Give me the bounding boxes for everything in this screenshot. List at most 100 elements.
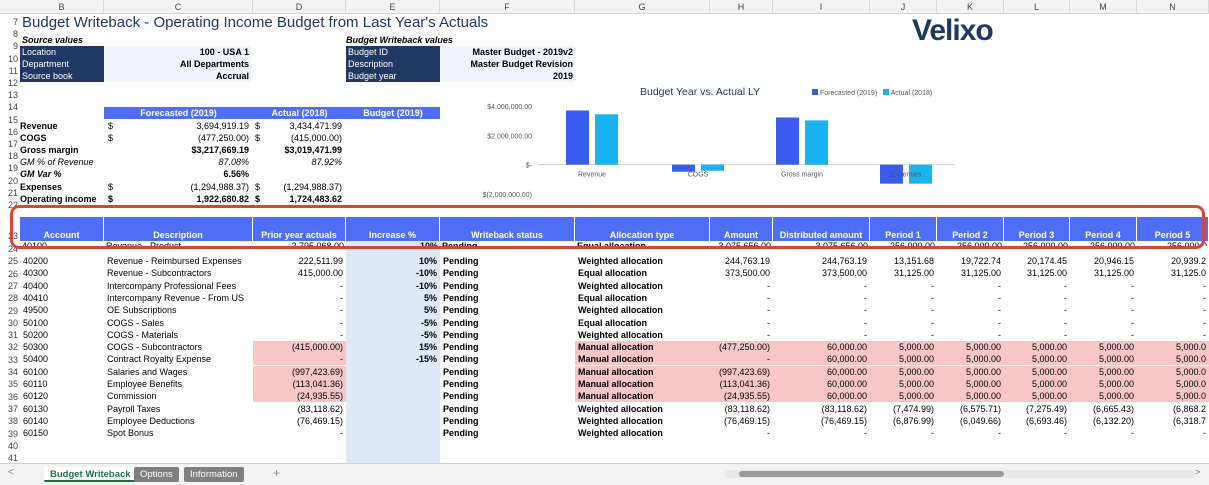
- source-value[interactable]: All Departments: [104, 58, 251, 71]
- table-cell-period-4[interactable]: 20,946.15: [1093, 256, 1134, 266]
- table-cell-allocation-type[interactable]: Weighted allocation: [578, 280, 663, 291]
- table-header-period-5[interactable]: Period 5: [1137, 217, 1208, 241]
- table-cell-period-5[interactable]: 20,939.2: [1170, 256, 1206, 266]
- table-cell-description[interactable]: Employee Deductions: [107, 415, 195, 426]
- table-cell-period-4[interactable]: 5,000.00: [1070, 390, 1137, 403]
- table-cell-prior-year-actuals[interactable]: -: [340, 305, 343, 316]
- table-cell-period-4[interactable]: 31,125.00: [1093, 268, 1134, 279]
- table-cell-period-4[interactable]: -: [1131, 329, 1134, 340]
- table-cell-writeback-status[interactable]: Pending: [443, 268, 479, 279]
- table-cell-description[interactable]: Revenue - Reimbursed Expenses: [107, 256, 242, 266]
- table-cell-period-4[interactable]: -: [1131, 317, 1134, 328]
- table-cell-amount[interactable]: -: [767, 280, 770, 291]
- column-header-m[interactable]: M: [1070, 0, 1137, 14]
- table-cell-distributed-amount[interactable]: (83,118.62): [821, 403, 867, 414]
- row-header-33[interactable]: 33: [7, 354, 18, 365]
- row-header-30[interactable]: 30: [7, 317, 18, 328]
- row-header-29[interactable]: 29: [7, 305, 18, 316]
- table-cell-period-2[interactable]: -: [998, 428, 1001, 439]
- table-cell-prior-year-actuals[interactable]: -: [340, 428, 343, 439]
- row-header-10[interactable]: 10: [7, 53, 18, 64]
- table-cell-prior-year-actuals[interactable]: (997,423.69): [253, 365, 346, 378]
- table-cell-period-2[interactable]: (6,575.71): [959, 403, 1001, 414]
- table-cell-period-3[interactable]: -: [1064, 428, 1067, 439]
- table-cell-distributed-amount[interactable]: 60,000.00: [773, 341, 870, 354]
- row-header-35[interactable]: 35: [7, 379, 18, 390]
- table-cell-period-5[interactable]: 5,000.0: [1137, 365, 1209, 378]
- column-header-h[interactable]: H: [710, 0, 773, 14]
- table-cell-period-2[interactable]: 5,000.00: [937, 390, 1004, 403]
- table-cell-distributed-amount[interactable]: -: [864, 428, 867, 439]
- table-cell-period-5[interactable]: 5,000.0: [1137, 390, 1209, 403]
- writeback-value[interactable]: Master Budget Revision: [440, 58, 575, 71]
- table-cell-writeback-status[interactable]: Pending: [443, 305, 479, 316]
- table-cell-period-3[interactable]: 5,000.00: [1004, 390, 1070, 403]
- row-header-39[interactable]: 39: [7, 428, 18, 439]
- table-cell-period-3[interactable]: (6,693.46): [1025, 415, 1067, 426]
- row-header-32[interactable]: 32: [7, 342, 18, 353]
- table-cell-period-3[interactable]: (7,275.49): [1025, 403, 1067, 414]
- table-cell-description[interactable]: COGS - Subcontractors: [107, 342, 203, 353]
- table-cell-account[interactable]: 60130: [23, 403, 49, 414]
- table-cell-period-4[interactable]: -: [1131, 428, 1134, 439]
- sheet-tab-information[interactable]: Information: [184, 467, 244, 482]
- table-cell-increase-[interactable]: -5%: [420, 329, 437, 340]
- table-cell-prior-year-actuals[interactable]: -: [340, 317, 343, 328]
- column-header-l[interactable]: L: [1004, 0, 1070, 14]
- table-cell-period-1[interactable]: 31,125.00: [893, 268, 934, 279]
- table-cell-period-2[interactable]: (6,049.66): [959, 415, 1001, 426]
- table-cell-period-3[interactable]: 20,174.45: [1026, 256, 1067, 266]
- row-header-21[interactable]: 21: [7, 187, 18, 198]
- table-header-increase-[interactable]: Increase %: [346, 217, 439, 241]
- table-cell-description[interactable]: Intercompany Revenue - From US: [107, 292, 245, 303]
- table-header-period-1[interactable]: Period 1: [870, 217, 936, 241]
- table-cell-period-5[interactable]: -: [1203, 428, 1206, 439]
- row-header-7[interactable]: 7: [12, 17, 18, 27]
- table-cell-amount[interactable]: -: [710, 353, 773, 366]
- row-header-12[interactable]: 12: [7, 78, 18, 88]
- table-cell-period-1[interactable]: 5,000.00: [870, 353, 937, 366]
- table-cell-account[interactable]: 49500: [23, 305, 49, 316]
- table-cell-amount[interactable]: (24,935.55): [710, 390, 773, 403]
- column-header-f[interactable]: F: [440, 0, 575, 14]
- table-cell-account[interactable]: 40200: [23, 256, 49, 266]
- table-cell-allocation-type[interactable]: Weighted allocation: [578, 256, 663, 266]
- table-cell-account[interactable]: 50200: [23, 329, 49, 340]
- table-cell-distributed-amount[interactable]: -: [864, 317, 867, 328]
- row-header-34[interactable]: 34: [7, 367, 18, 377]
- table-cell-amount[interactable]: (76,469.15): [723, 415, 770, 426]
- table-cell-increase-[interactable]: [346, 403, 440, 415]
- table-cell-amount[interactable]: (113,041.36): [710, 378, 773, 390]
- table-cell-allocation-type[interactable]: Manual allocation: [575, 341, 710, 354]
- table-cell-amount[interactable]: -: [767, 305, 770, 316]
- table-cell-increase-[interactable]: [346, 390, 440, 402]
- table-cell-period-3[interactable]: -: [1064, 329, 1067, 340]
- table-cell-period-5[interactable]: -: [1203, 329, 1206, 340]
- table-cell-period-2[interactable]: 19,722.74: [960, 256, 1001, 266]
- row-header-11[interactable]: 11: [8, 65, 18, 76]
- row-header-19[interactable]: 19: [7, 163, 18, 174]
- table-cell-prior-year-actuals[interactable]: -: [253, 353, 346, 366]
- column-header-n[interactable]: N: [1137, 0, 1209, 14]
- table-cell-account[interactable]: 60110: [23, 379, 48, 389]
- table-cell-distributed-amount[interactable]: -: [864, 329, 867, 340]
- table-cell-period-3[interactable]: 5,000.00: [1004, 353, 1070, 366]
- table-cell-increase-[interactable]: -15%: [415, 354, 437, 365]
- table-cell-writeback-status[interactable]: Pending: [443, 292, 479, 303]
- table-cell-prior-year-actuals[interactable]: 222,511.99: [298, 256, 343, 266]
- table-cell-period-2[interactable]: 5,000.00: [937, 353, 1004, 366]
- table-cell-prior-year-actuals[interactable]: 415,000.00: [297, 268, 343, 279]
- table-cell-increase-[interactable]: 10%: [418, 256, 437, 266]
- table-cell-period-4[interactable]: -: [1131, 292, 1134, 303]
- table-cell-period-2[interactable]: -: [998, 317, 1001, 328]
- table-cell-increase-[interactable]: -10%: [415, 280, 437, 291]
- table-cell-increase-[interactable]: -10%: [415, 268, 437, 279]
- column-header-e[interactable]: E: [346, 0, 440, 14]
- table-header-account[interactable]: Account: [20, 217, 103, 241]
- table-cell-writeback-status[interactable]: Pending: [443, 342, 479, 353]
- table-cell-period-5[interactable]: (6,318.7: [1172, 415, 1206, 426]
- table-cell-period-5[interactable]: 5,000.0: [1137, 353, 1209, 366]
- table-cell-increase-[interactable]: [346, 427, 440, 439]
- table-cell-writeback-status[interactable]: Pending: [443, 403, 479, 414]
- table-cell-period-4[interactable]: (6,132.20): [1092, 415, 1134, 426]
